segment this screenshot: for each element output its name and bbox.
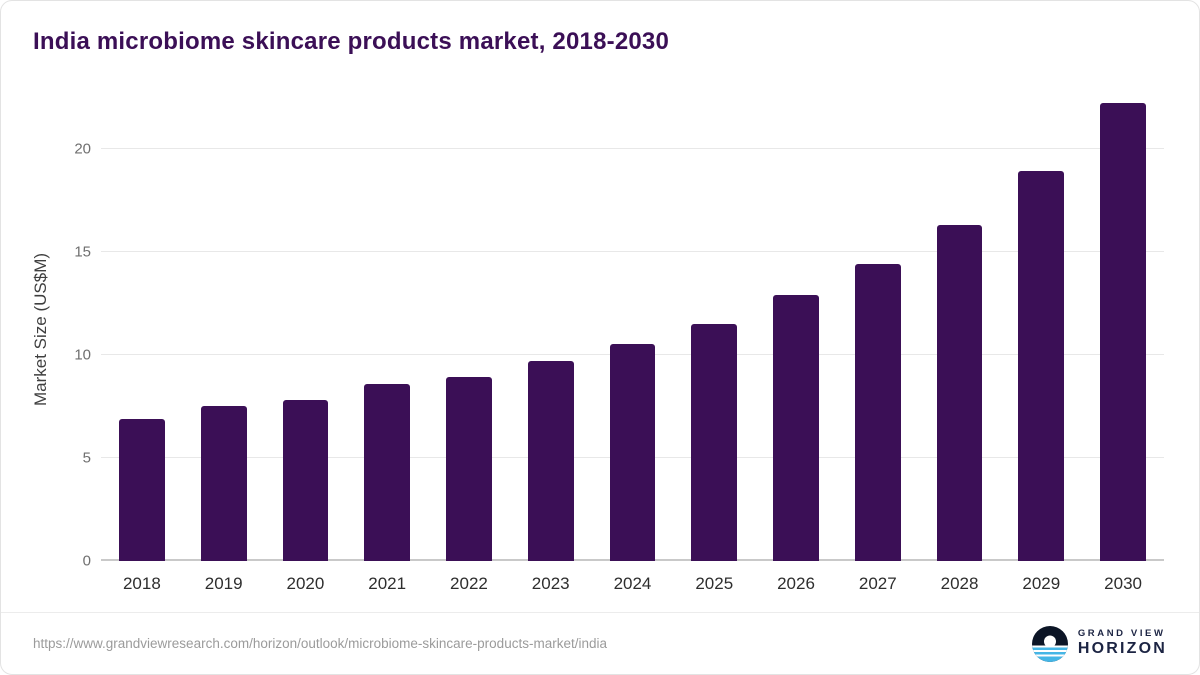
x-tick-label-2023: 2023 — [531, 574, 570, 593]
grand-view-horizon-logo-icon — [1031, 625, 1068, 662]
x-tick-label-2026: 2026 — [777, 574, 815, 593]
bar-slot-2024 — [592, 97, 674, 561]
x-tick-label-2021: 2021 — [368, 574, 407, 593]
bar-2024 — [609, 344, 656, 561]
bar-slot-2019 — [183, 97, 265, 561]
bar-slot-2026 — [755, 97, 837, 561]
bar-2022 — [446, 377, 492, 561]
brand-line1: GRAND VIEW — [1077, 628, 1166, 640]
bar-slot-2023 — [510, 97, 592, 561]
bar-slot-2028 — [919, 97, 1001, 561]
bar-slot-2027 — [837, 97, 919, 561]
x-tick-label-2027: 2027 — [858, 574, 897, 593]
bar-slot-2021 — [346, 97, 428, 561]
x-axis-labels: 2018 2019 2020 2021 2022 2023 2024 2025 2026 2027… — [101, 561, 1164, 594]
x-tick-label-2022: 2022 — [450, 574, 488, 593]
footer: https://www.grandviewresearch.com/horizo… — [1, 612, 1199, 674]
x-tick-label-2019: 2019 — [204, 574, 243, 593]
brand-text: GRAND VIEW HORIZON — [1078, 629, 1167, 657]
bar-2028 — [936, 224, 983, 561]
bar-slot-2020 — [265, 97, 347, 561]
bar-2029 — [1018, 171, 1065, 561]
y-tick-label-10: 10 — [74, 346, 91, 364]
x-tick-label-2029: 2029 — [1022, 574, 1061, 593]
x-tick-label-2018: 2018 — [122, 574, 161, 593]
y-tick-label-20: 20 — [74, 140, 91, 158]
x-tick-label-2024: 2024 — [613, 574, 652, 593]
source-url: https://www.grandviewresearch.com/horizo… — [33, 636, 607, 651]
bar-slot-2022 — [428, 97, 510, 561]
bar-2019 — [200, 406, 247, 561]
y-tick-label-0: 0 — [82, 552, 91, 570]
bar-2023 — [527, 360, 574, 561]
gridline-15 — [101, 250, 1164, 252]
bar-2025 — [691, 323, 738, 561]
brand: GRAND VIEW HORIZON — [1031, 625, 1167, 662]
bar-2030 — [1100, 103, 1146, 561]
y-tick-label-5: 5 — [82, 449, 91, 467]
x-tick-label-2025: 2025 — [695, 574, 734, 593]
chart-title: India microbiome skincare products marke… — [33, 28, 670, 55]
bar-slot-2029 — [1000, 97, 1082, 561]
x-tick-label-2030: 2030 — [1104, 574, 1142, 593]
bars-row — [101, 97, 1164, 561]
plot-area: 0 5 10 15 20 — [74, 97, 1164, 570]
brand-line2: HORIZON — [1077, 639, 1167, 657]
bar-2021 — [364, 383, 411, 561]
bar-2027 — [854, 264, 901, 561]
y-axis-title: Market Size (US$M) — [31, 252, 50, 406]
bar-2026 — [773, 294, 819, 561]
bar-2018 — [118, 418, 165, 561]
chart: Market Size (US$M) 0 5 10 15 20 2018 2019 2020… — [1, 97, 1199, 594]
bar-slot-2030 — [1082, 97, 1164, 561]
bar-slot-2018 — [101, 97, 183, 561]
bar-slot-2025 — [673, 97, 755, 561]
bar-2020 — [282, 400, 329, 561]
gridline-20 — [101, 147, 1164, 149]
x-tick-label-2020: 2020 — [286, 574, 325, 593]
y-tick-label-15: 15 — [74, 243, 91, 261]
x-tick-label-2028: 2028 — [940, 574, 979, 593]
